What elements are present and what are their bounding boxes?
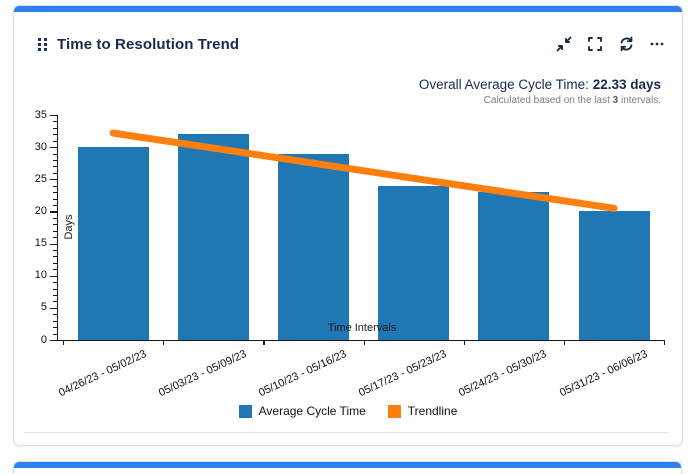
y-tick-label: 0	[40, 333, 47, 346]
x-category-label: 05/17/23 - 05/23/23	[357, 348, 449, 400]
x-tick	[63, 341, 65, 345]
legend-item[interactable]: Average Cycle Time	[238, 404, 366, 418]
bar[interactable]	[177, 134, 249, 340]
y-minor-tick	[53, 166, 57, 168]
card-toolbar	[555, 35, 666, 53]
x-axis-line	[57, 340, 665, 342]
y-minor-tick	[53, 320, 57, 322]
y-minor-tick	[53, 230, 57, 232]
card-title: Time to Resolution Trend	[57, 35, 240, 53]
y-minor-tick	[53, 172, 57, 174]
overall-stat: Overall Average Cycle Time: 22.33 days C…	[419, 77, 661, 106]
y-minor-tick	[53, 153, 57, 155]
y-minor-tick	[53, 134, 57, 136]
y-tick	[50, 275, 57, 277]
y-tick-label: 10	[34, 269, 47, 282]
legend-swatch-icon	[238, 404, 252, 418]
x-tick	[664, 341, 666, 345]
legend-swatch-icon	[387, 404, 401, 418]
y-tick-label: 30	[34, 140, 47, 153]
y-tick-label: 35	[34, 108, 47, 121]
y-minor-tick	[53, 140, 57, 142]
x-tick	[463, 341, 465, 345]
x-axis-title: Time Intervals	[327, 322, 397, 334]
y-minor-tick	[53, 262, 57, 264]
bar[interactable]	[378, 185, 450, 340]
next-card-accent-bar	[14, 462, 681, 468]
legend-item[interactable]: Trendline	[387, 404, 458, 418]
next-card-stub	[13, 461, 682, 474]
overall-stat-value: 22.33 days	[592, 77, 661, 92]
overall-stat-label: Overall Average Cycle Time:	[418, 77, 593, 92]
chart-card: Time to Resolution Trend	[13, 5, 683, 446]
y-tick-label: 15	[34, 237, 47, 250]
y-minor-tick	[53, 327, 57, 329]
fullscreen-brackets-icon[interactable]	[586, 35, 604, 53]
y-minor-tick	[53, 185, 57, 187]
y-minor-tick	[53, 237, 57, 239]
y-axis-line	[57, 115, 59, 340]
y-minor-tick	[53, 127, 57, 129]
y-minor-tick	[53, 192, 57, 194]
legend-label: Average Cycle Time	[258, 404, 366, 418]
y-minor-tick	[53, 256, 57, 258]
bar[interactable]	[77, 147, 149, 340]
x-category-label: 05/03/23 - 05/09/23	[156, 348, 249, 400]
y-axis-title: Days	[63, 214, 75, 240]
y-minor-tick	[53, 250, 57, 251]
bar[interactable]	[578, 211, 650, 340]
y-tick-label: 25	[34, 172, 47, 185]
y-tick	[50, 307, 57, 310]
y-minor-tick	[53, 333, 57, 335]
x-tick	[263, 341, 265, 345]
y-minor-tick	[53, 217, 57, 219]
x-category-label: 05/10/23 - 05/16/23	[257, 348, 349, 400]
y-minor-tick	[53, 314, 57, 316]
y-minor-tick	[53, 301, 57, 303]
x-category-label: 04/26/23 - 05/02/23	[56, 348, 149, 400]
card-header: Time to Resolution Trend	[38, 33, 666, 55]
bar[interactable]	[478, 192, 550, 340]
y-minor-tick	[53, 121, 57, 123]
legend-label: Trendline	[407, 404, 458, 418]
x-category-label: 05/31/23 - 06/06/23	[557, 348, 650, 400]
collapse-arrows-icon[interactable]	[555, 35, 573, 53]
x-tick	[163, 341, 165, 345]
ellipsis-icon[interactable]	[648, 35, 666, 53]
y-tick	[50, 243, 57, 245]
x-tick	[564, 341, 566, 345]
drag-handle-icon[interactable]	[38, 37, 47, 51]
card-accent-bar	[14, 6, 682, 12]
y-minor-tick	[53, 160, 57, 161]
y-tick-label: 20	[34, 204, 47, 217]
overall-stat-line: Overall Average Cycle Time: 22.33 days	[419, 77, 661, 92]
y-tick	[50, 211, 57, 213]
y-minor-tick	[53, 205, 57, 206]
y-tick	[50, 179, 57, 181]
chart-legend: Average Cycle Time Trendline	[14, 404, 682, 418]
bar-chart: 0 5 10 15 20 25 30 35 04/26/23 - 05/02/23 05/03/2…	[14, 106, 682, 406]
refresh-icon[interactable]	[617, 35, 635, 53]
x-tick	[363, 341, 365, 345]
y-minor-tick	[53, 269, 57, 271]
y-minor-tick	[53, 198, 57, 200]
bar[interactable]	[278, 153, 349, 340]
y-tick	[50, 115, 57, 117]
y-tick	[50, 340, 57, 342]
x-category-label: 05/24/23 - 05/30/23	[457, 348, 549, 400]
y-minor-tick	[53, 295, 57, 296]
card-footer-divider	[24, 432, 669, 433]
y-minor-tick	[53, 224, 57, 226]
y-tick-label: 5	[40, 301, 47, 314]
y-minor-tick	[53, 282, 57, 284]
overall-stat-note: Calculated based on the last 3 intervals…	[483, 95, 661, 106]
y-minor-tick	[53, 288, 57, 290]
y-tick	[50, 147, 57, 149]
